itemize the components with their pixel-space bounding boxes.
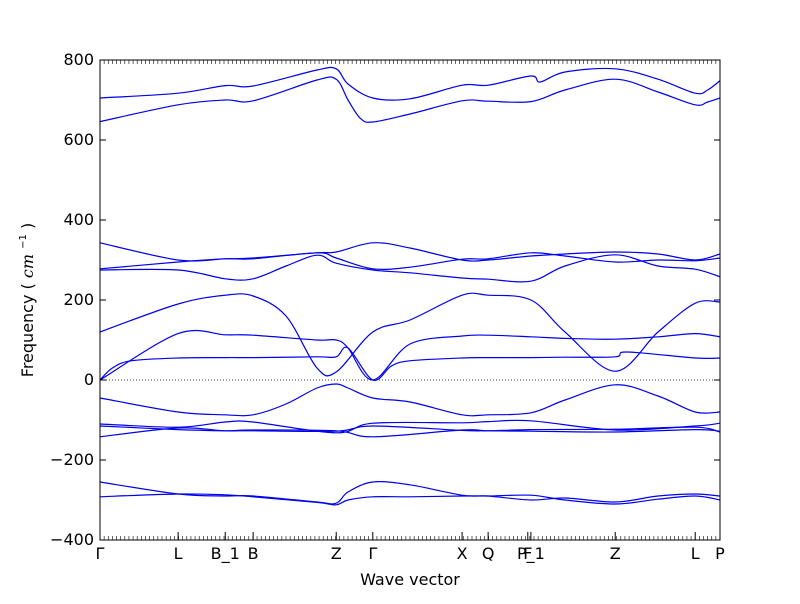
- x-axis-label: Wave vector: [360, 570, 460, 589]
- band-line-14: [99, 493, 721, 506]
- band-line-10: [99, 419, 721, 434]
- y-tick-label: 800: [63, 50, 94, 69]
- x-tick-label: P: [715, 544, 725, 563]
- ticks-layer: [99, 59, 721, 541]
- y-axis-label-open: (: [18, 283, 37, 289]
- x-tick-label: Γ: [368, 544, 377, 563]
- y-axis-label-close: ): [18, 223, 37, 229]
- x-tick-label: Q: [482, 544, 495, 563]
- x-tick-label: F: [523, 544, 532, 563]
- band-line-4: [99, 252, 721, 271]
- y-tick-label: 600: [63, 130, 94, 149]
- y-axis-label: Frequency ( cm −1 ): [11, 223, 37, 377]
- y-tick-label: 0: [84, 370, 94, 389]
- x-tick-label: Z: [331, 544, 342, 563]
- band-line-1: [99, 76, 721, 123]
- band-line-9: [99, 383, 721, 417]
- x-tick-label: B_1: [211, 544, 240, 564]
- y-tick-labels: −400 −200 0 200 400 600 800: [50, 50, 94, 549]
- band-line-7: [99, 329, 721, 381]
- x-tick-labels: Γ L B_1 B Z Γ X Q FP_1 Z L P: [96, 544, 726, 564]
- band-line-3: [99, 242, 721, 262]
- band-line-2: [99, 66, 721, 101]
- band-line-8: [99, 346, 721, 381]
- band-line-12: [99, 426, 721, 438]
- y-axis-label-unit: cm: [18, 254, 37, 278]
- plot-frame: [99, 59, 721, 541]
- y-tick-label: −400: [50, 530, 94, 549]
- x-tick-label: L: [691, 544, 700, 563]
- y-axis-label-exponent: −1: [18, 234, 29, 249]
- x-tick-label: Γ: [96, 544, 105, 563]
- x-tick-label: L: [174, 544, 183, 563]
- x-tick-label: X: [457, 544, 468, 563]
- y-tick-label: −200: [50, 450, 94, 469]
- y-tick-label: 200: [63, 290, 94, 309]
- y-tick-label: 400: [63, 210, 94, 229]
- x-tick-label: P_1: [517, 544, 545, 564]
- band-line-13: [99, 481, 721, 505]
- band-line-5: [99, 254, 721, 283]
- bands-layer: [99, 66, 721, 506]
- band-line-6: [99, 292, 721, 377]
- y-axis-label-text: Frequency: [18, 295, 37, 378]
- x-tick-label: Z: [610, 544, 621, 563]
- x-tick-label: B: [248, 544, 259, 563]
